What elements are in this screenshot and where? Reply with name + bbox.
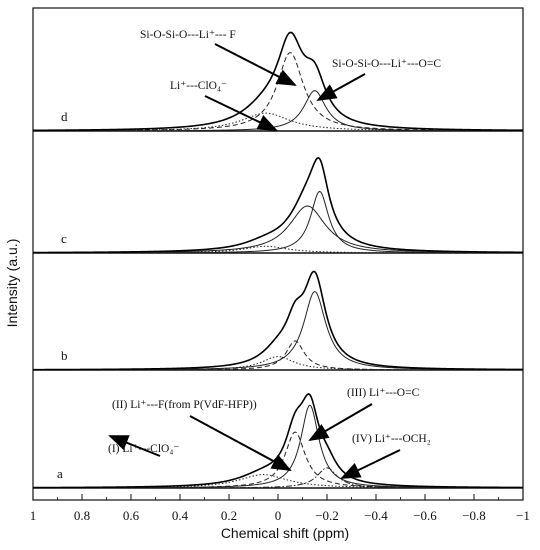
component-peak [33, 112, 523, 132]
x-tick-label: −0.8 [462, 508, 486, 523]
x-axis-title: Chemical shift (ppm) [221, 525, 349, 541]
x-tick-label: 0 [275, 508, 282, 523]
total-spectrum [32, 393, 523, 489]
component-peak [33, 205, 523, 254]
panel-label: c [61, 231, 67, 246]
annotation-arrow [308, 403, 373, 442]
annotation-arrow [204, 95, 278, 131]
panel-label: a [57, 466, 63, 481]
x-tick-label: 1 [30, 508, 37, 523]
component-peak [33, 52, 523, 132]
annotation-arrow [189, 415, 292, 471]
component-peak [33, 340, 523, 371]
peak-annotation: (III) Li⁺---O=C [347, 387, 420, 399]
peak-annotation: (II) Li⁺---F(from P(VdF-HFP)) [112, 399, 257, 411]
component-peak [33, 356, 523, 371]
peak-annotation: Li⁺---ClO₄⁻ [170, 80, 227, 92]
panel-label: d [61, 109, 68, 124]
annotation-arrows [108, 43, 401, 479]
peak-annotation: (IV) Li⁺---OCH₂ [352, 433, 431, 445]
x-tick-label: 0.6 [123, 508, 140, 523]
annotation-arrow [108, 435, 161, 457]
x-tick-label: −0.2 [315, 508, 339, 523]
spectra-layer [32, 31, 524, 489]
x-tick-label: 0.4 [172, 508, 189, 523]
component-peak [33, 90, 523, 132]
annotation-arrow [340, 449, 401, 479]
component-peak [33, 190, 523, 254]
peak-annotation: (I) Li⁺---ClO₄⁻ [108, 443, 179, 455]
annotation-arrow [214, 43, 297, 86]
annotation-arrow [316, 73, 366, 101]
peak-annotation: Si-O-Si-O---Li⁺---O=C [332, 58, 441, 70]
total-spectrum [33, 156, 523, 254]
peak-annotation: Si-O-Si-O---Li⁺--- F [140, 29, 236, 41]
component-peak [33, 404, 523, 489]
x-tick-label: 0.2 [221, 508, 237, 523]
x-tick-label: 0.8 [74, 508, 90, 523]
component-peak [32, 467, 523, 489]
x-tick-label: −0.6 [413, 508, 437, 523]
component-peak [33, 474, 523, 489]
total-spectrum [33, 270, 524, 371]
x-tick-label: −1 [516, 508, 530, 523]
y-axis-title: Intensity (a.u.) [4, 239, 20, 328]
panel-label: b [61, 348, 68, 363]
x-tick-label: −0.4 [364, 508, 388, 523]
text-layer: 1 0.8 0.6 0.4 0.2 0 −0.2 −0.4 −0.6 −0.8 −1 d c b a Si-O… [30, 29, 530, 523]
component-peak [33, 291, 523, 371]
total-spectrum [32, 31, 523, 132]
